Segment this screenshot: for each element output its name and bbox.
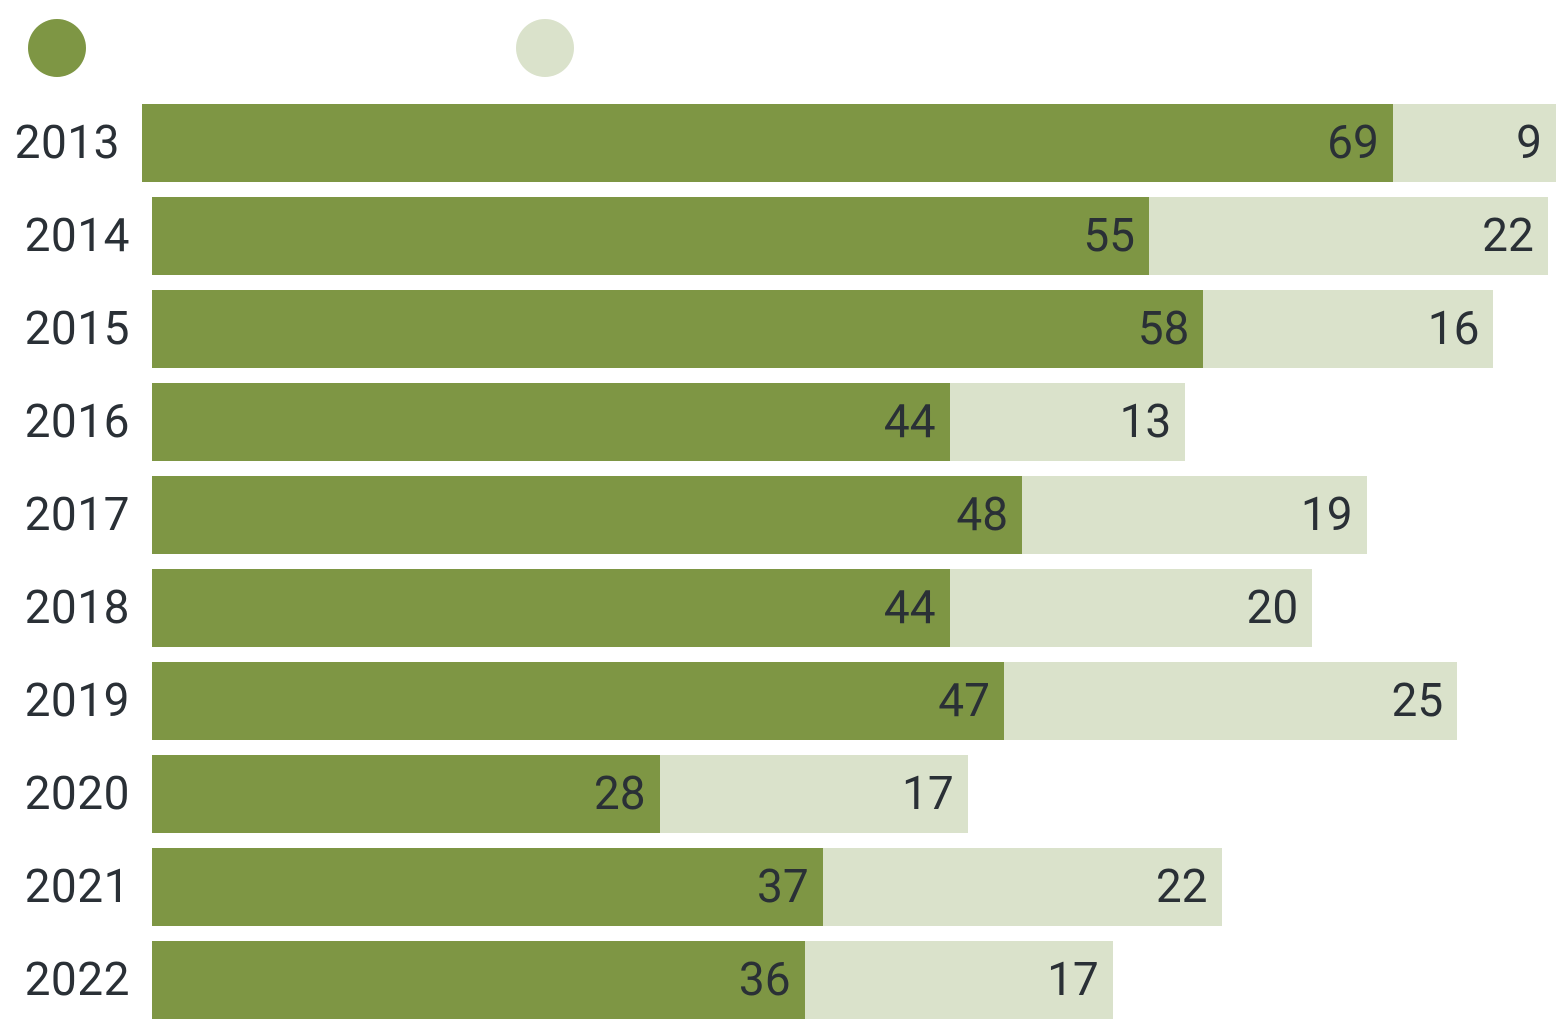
bar-segment-a: 44	[152, 569, 950, 647]
bar-segment-b: 22	[823, 848, 1222, 926]
bar-track: 4413	[152, 383, 1185, 461]
legend	[28, 18, 574, 78]
bar-segment-b: 17	[660, 755, 968, 833]
bar-segment-b: 20	[950, 569, 1313, 647]
legend-dot-series-a	[28, 19, 86, 77]
bar-track: 5816	[152, 290, 1493, 368]
chart-row: 20145522	[0, 197, 1556, 275]
bar-segment-b: 22	[1149, 197, 1548, 275]
year-label: 2020	[0, 767, 140, 821]
chart-row: 20223617	[0, 941, 1556, 1019]
bar-segment-a: 58	[152, 290, 1203, 368]
year-label: 2014	[0, 209, 140, 263]
bar-track: 5522	[152, 197, 1548, 275]
year-label: 2016	[0, 395, 140, 449]
chart-row: 2013699	[0, 104, 1556, 182]
stacked-bar-chart: 2013699201455222015581620164413201748192…	[0, 0, 1556, 1016]
year-label: 2017	[0, 488, 140, 542]
bar-track: 4420	[152, 569, 1312, 647]
bar-track: 699	[142, 104, 1556, 182]
year-label: 2018	[0, 581, 140, 635]
legend-dot-series-b	[516, 19, 574, 77]
chart-row: 20213722	[0, 848, 1556, 926]
bar-segment-a: 48	[152, 476, 1022, 554]
year-label: 2013	[0, 116, 130, 170]
chart-rows: 2013699201455222015581620164413201748192…	[0, 104, 1556, 1034]
bar-segment-a: 36	[152, 941, 805, 1019]
year-label: 2019	[0, 674, 140, 728]
bar-track: 4725	[152, 662, 1457, 740]
bar-track: 4819	[152, 476, 1367, 554]
bar-track: 2817	[152, 755, 968, 833]
bar-segment-a: 69	[142, 104, 1393, 182]
bar-segment-b: 17	[805, 941, 1113, 1019]
chart-row: 20194725	[0, 662, 1556, 740]
bar-segment-b: 16	[1203, 290, 1493, 368]
chart-row: 20184420	[0, 569, 1556, 647]
year-label: 2015	[0, 302, 140, 356]
chart-row: 20164413	[0, 383, 1556, 461]
bar-track: 3617	[152, 941, 1113, 1019]
bar-segment-a: 28	[152, 755, 660, 833]
bar-segment-a: 37	[152, 848, 823, 926]
bar-segment-b: 13	[950, 383, 1186, 461]
bar-segment-b: 9	[1393, 104, 1556, 182]
bar-segment-a: 44	[152, 383, 950, 461]
bar-segment-b: 25	[1004, 662, 1457, 740]
bar-segment-b: 19	[1022, 476, 1366, 554]
year-label: 2021	[0, 860, 140, 914]
bar-segment-a: 55	[152, 197, 1149, 275]
bar-segment-a: 47	[152, 662, 1004, 740]
chart-row: 20174819	[0, 476, 1556, 554]
chart-row: 20155816	[0, 290, 1556, 368]
bar-track: 3722	[152, 848, 1222, 926]
chart-row: 20202817	[0, 755, 1556, 833]
year-label: 2022	[0, 953, 140, 1007]
